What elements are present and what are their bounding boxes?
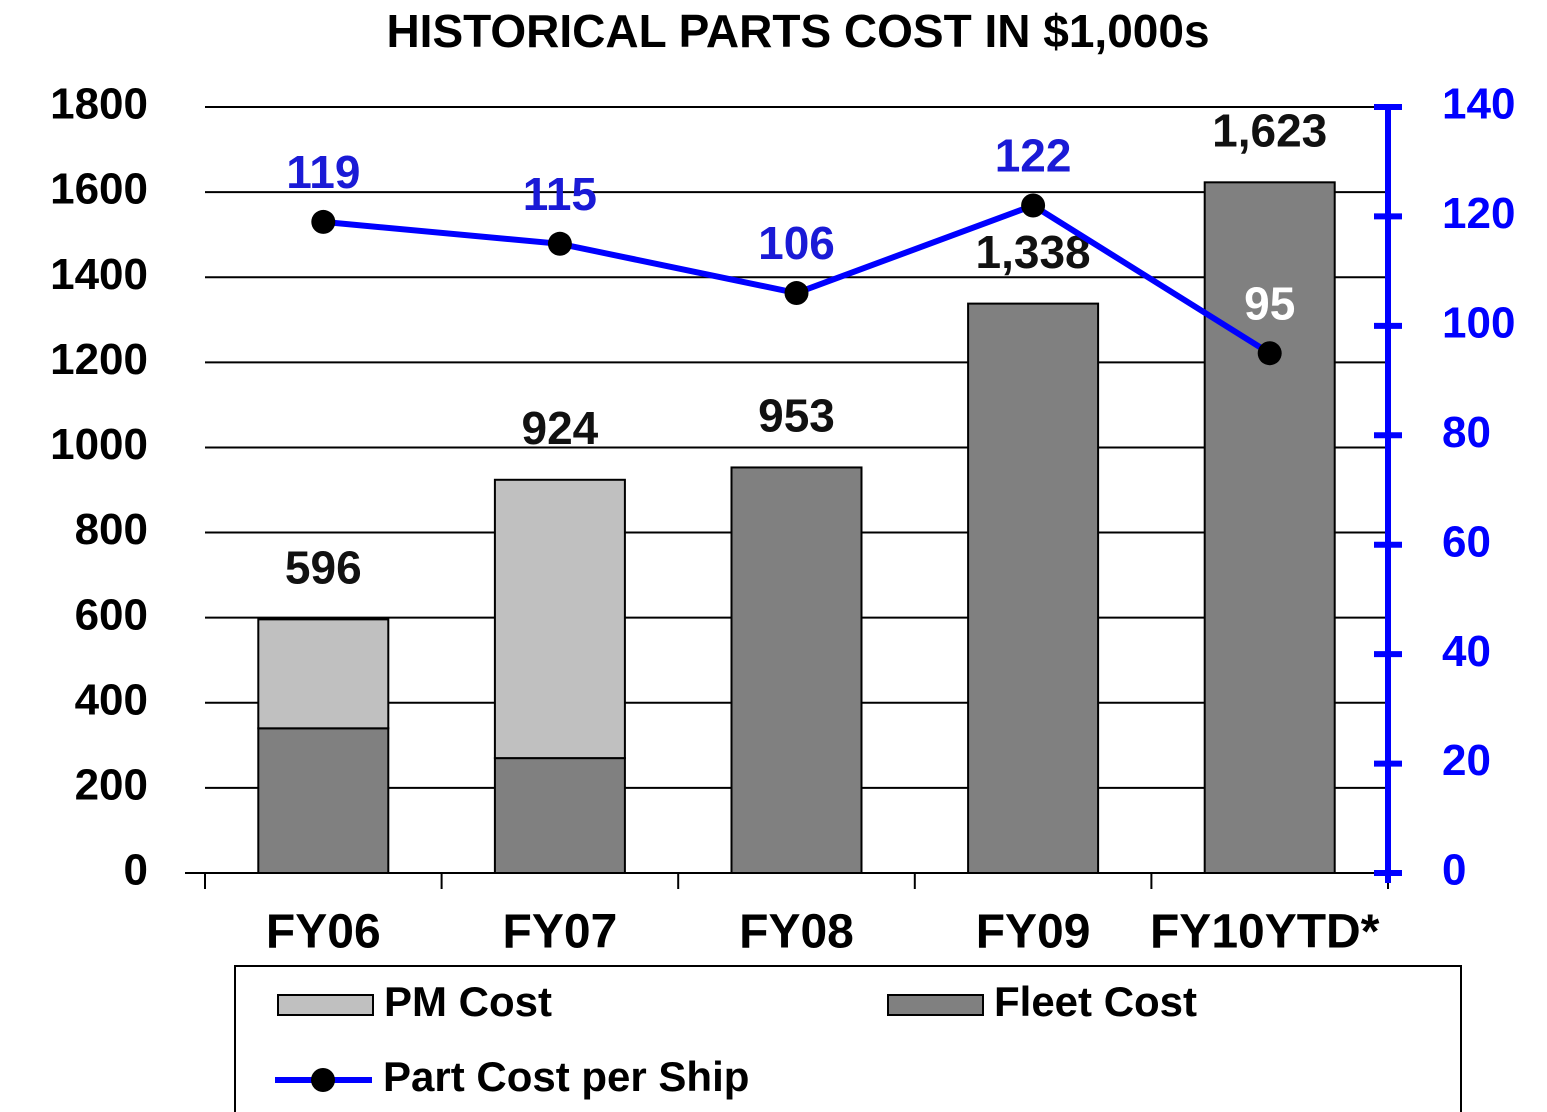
bar-segment <box>730 466 863 874</box>
line-marker <box>547 231 572 256</box>
y-tick-label: 200 <box>75 761 148 810</box>
x-tick-label: FY09 <box>976 906 1091 959</box>
total-label: 1,623 <box>1212 104 1327 156</box>
line-marker <box>784 281 809 306</box>
y-tick-label: 800 <box>75 505 148 554</box>
y-tick-label: 1000 <box>50 420 148 469</box>
y-tick-label: 0 <box>124 846 148 895</box>
line-marker <box>1257 341 1282 366</box>
bar-segment <box>257 618 390 730</box>
legend-swatch <box>887 994 984 1016</box>
total-label: 1,338 <box>976 226 1091 278</box>
y2-tick-label: 0 <box>1442 846 1466 895</box>
bar-segment <box>1203 181 1336 875</box>
bar-segment <box>493 478 626 760</box>
y2-tick-label: 60 <box>1442 517 1491 566</box>
x-tick-label: FY07 <box>503 906 618 959</box>
line-value-label: 115 <box>523 168 597 220</box>
total-label: 924 <box>522 402 599 454</box>
legend-label: Part Cost per Ship <box>383 1053 749 1100</box>
bar-segment <box>257 727 390 874</box>
y2-tick-label: 80 <box>1442 408 1491 457</box>
x-tick-label: FY06 <box>266 906 381 959</box>
line-value-label: 106 <box>758 217 835 269</box>
y-tick-label: 1400 <box>50 250 148 299</box>
bar-segment <box>493 757 626 874</box>
y2-tick-label: 40 <box>1442 627 1491 676</box>
legend-label: PM Cost <box>384 978 552 1025</box>
y-tick-label: 400 <box>75 675 148 724</box>
legend-swatch <box>277 994 374 1016</box>
legend-box <box>234 965 1462 1112</box>
y-tick-label: 1200 <box>50 335 148 384</box>
y-tick-label: 1600 <box>50 165 148 214</box>
x-tick-label: FY08 <box>739 906 854 959</box>
legend-marker <box>311 1068 335 1092</box>
line-marker <box>1021 193 1046 218</box>
bar-segment <box>967 302 1100 874</box>
line-value-label: 95 <box>1244 277 1295 329</box>
x-tick-label: FY10YTD* <box>1150 906 1380 959</box>
total-label: 953 <box>758 390 835 442</box>
y2-tick-label: 140 <box>1442 80 1515 129</box>
y2-tick-label: 20 <box>1442 736 1491 785</box>
legend-label: Fleet Cost <box>994 978 1197 1025</box>
line-marker <box>311 209 336 234</box>
total-label: 596 <box>285 542 362 594</box>
chart-title: HISTORICAL PARTS COST IN $1,000s <box>386 5 1209 57</box>
line-value-label: 122 <box>995 130 1072 182</box>
line-value-label: 119 <box>286 146 360 198</box>
y2-tick-label: 120 <box>1442 189 1515 238</box>
y2-tick-label: 100 <box>1442 298 1515 347</box>
y-tick-label: 1800 <box>50 80 148 129</box>
y-tick-label: 600 <box>75 590 148 639</box>
